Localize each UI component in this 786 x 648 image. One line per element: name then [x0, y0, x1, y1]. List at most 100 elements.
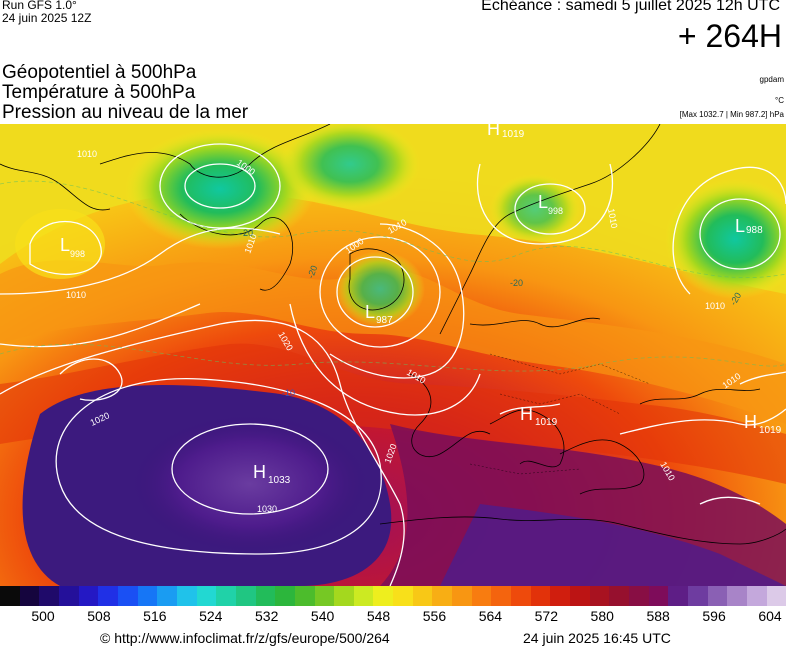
- low-value: 998: [548, 206, 563, 216]
- isobar-label: 1030: [257, 504, 277, 514]
- color-swatch: [432, 586, 453, 606]
- scale-tick-label: 604: [758, 608, 782, 624]
- isobar-label: 1010: [606, 208, 619, 229]
- field-orange-band: [0, 260, 786, 424]
- color-swatch: [471, 586, 492, 606]
- forecast-validity: Echéance : samedi 5 juillet 2025 12h UTC: [481, 0, 780, 14]
- temp-label: -20: [305, 264, 319, 280]
- high-value: 1019: [502, 129, 525, 140]
- color-swatch: [707, 586, 728, 606]
- field-purple-sahara: [440, 504, 786, 586]
- color-swatch: [294, 586, 315, 606]
- scale-tick-label: 516: [143, 608, 167, 624]
- color-swatch: [570, 586, 590, 606]
- source-url[interactable]: © http://www.infoclimat.fr/z/gfs/europe/…: [100, 630, 390, 646]
- color-swatch: [275, 586, 295, 606]
- color-swatch: [78, 586, 99, 606]
- run-label: Run GFS 1.0°: [2, 0, 77, 12]
- temp-label: -20: [240, 228, 253, 238]
- scale-tick-label: 588: [646, 608, 670, 624]
- low-symbol: L: [538, 192, 548, 212]
- high-value: 1033: [268, 475, 291, 486]
- color-swatch: [196, 586, 217, 606]
- color-swatch: [452, 586, 472, 606]
- pressure-systems: L 998 L 998 L 988 L 987 H 1019 H 1019 H …: [60, 124, 782, 486]
- color-swatch: [648, 586, 669, 606]
- color-swatch: [98, 586, 118, 606]
- color-swatch: [687, 586, 708, 606]
- low-symbol: L: [60, 235, 70, 255]
- isobars: [0, 143, 786, 586]
- color-swatch: [117, 586, 138, 606]
- unit-temperature: °C: [775, 96, 784, 105]
- color-swatch: [727, 586, 747, 606]
- coastlines: [0, 124, 786, 545]
- color-swatch: [412, 586, 433, 606]
- low-symbol: L: [365, 302, 375, 322]
- color-scale: [0, 586, 786, 606]
- scale-tick-label: 564: [478, 608, 503, 624]
- color-swatch: [157, 586, 177, 606]
- low-symbol: L: [735, 216, 745, 236]
- scale-tick-label: 548: [366, 608, 391, 624]
- high-symbol: H: [487, 124, 500, 139]
- generated-date: 24 juin 2025 16:45 UTC: [523, 630, 671, 646]
- param-slp: Pression au niveau de la mer: [2, 102, 249, 123]
- color-swatch: [353, 586, 374, 606]
- scale-tick-label: 532: [255, 608, 279, 624]
- color-swatch: [530, 586, 551, 606]
- low-value: 988: [746, 225, 763, 236]
- isotherms: [0, 180, 786, 372]
- cold-pool-north: [280, 124, 420, 209]
- color-swatch: [216, 586, 236, 606]
- color-swatch: [550, 586, 571, 606]
- color-swatch: [58, 586, 79, 606]
- color-swatch: [511, 586, 531, 606]
- low-value: 998: [70, 249, 85, 259]
- cold-pool-scandinavia: [490, 174, 580, 244]
- high-symbol: H: [253, 462, 266, 482]
- color-swatch: [373, 586, 394, 606]
- color-swatch: [39, 586, 59, 606]
- scale-tick-label: 580: [590, 608, 614, 624]
- param-geopotential: Géopotentiel à 500hPa: [2, 62, 197, 83]
- warm-spot-west: [15, 209, 105, 279]
- color-swatch: [766, 586, 786, 606]
- run-date: 24 juin 2025 12Z: [2, 11, 92, 25]
- high-value: 1019: [535, 417, 558, 428]
- color-swatch: [137, 586, 158, 606]
- color-swatch: [255, 586, 276, 606]
- color-swatch: [0, 586, 20, 606]
- color-swatch: [609, 586, 629, 606]
- lead-time: + 264H: [677, 18, 782, 54]
- scale-tick-label: 572: [534, 608, 558, 624]
- scale-tick-label: 500: [31, 608, 55, 624]
- cold-pool-east: [665, 179, 786, 299]
- borders: [469, 353, 651, 475]
- color-swatch: [393, 586, 413, 606]
- color-swatch: [19, 586, 40, 606]
- scale-tick-label: 540: [310, 608, 335, 624]
- high-symbol: H: [744, 412, 757, 432]
- color-scale-ticks: 500 508 516 524 532 540 548 556 564 572 580 588 596 6…: [0, 608, 786, 628]
- scale-tick-label: 556: [422, 608, 447, 624]
- low-value: 987: [376, 315, 393, 326]
- color-swatch: [314, 586, 335, 606]
- isobar-label: 1010: [77, 149, 97, 159]
- unit-pressure-range: [Max 1032.7 | Min 987.2] hPa: [679, 110, 784, 119]
- scale-tick-label: 524: [199, 608, 223, 624]
- high-value: 1019: [759, 425, 782, 436]
- high-symbol: H: [520, 404, 533, 424]
- field-purple-center: [130, 414, 370, 554]
- color-swatch: [334, 586, 354, 606]
- color-swatch: [176, 586, 197, 606]
- color-swatch: [491, 586, 512, 606]
- color-swatch: [235, 586, 256, 606]
- unit-geopotential: gpdam: [759, 75, 784, 84]
- color-swatch: [668, 586, 688, 606]
- param-temperature: Température à 500hPa: [2, 82, 196, 103]
- isobar-label: 1010: [66, 290, 86, 300]
- color-swatch: [629, 586, 649, 606]
- color-swatch: [589, 586, 610, 606]
- scale-tick-label: 596: [702, 608, 726, 624]
